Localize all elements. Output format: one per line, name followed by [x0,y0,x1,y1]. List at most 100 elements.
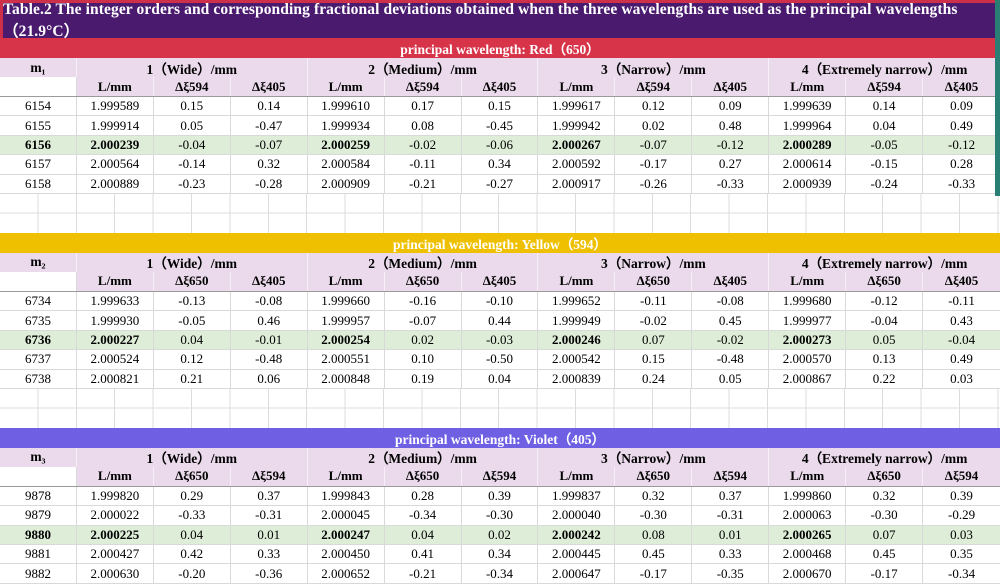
data-cell[interactable]: 2.000254 [307,330,385,351]
data-cell[interactable]: 0.04 [461,369,539,389]
data-cell[interactable]: 0.05 [153,116,231,136]
data-cell[interactable]: 2.000259 [307,135,385,156]
data-cell[interactable]: -0.48 [230,350,308,370]
data-cell[interactable]: -0.24 [846,174,924,194]
data-cell[interactable]: 2.000564 [76,155,154,175]
data-cell[interactable]: 0.39 [461,486,539,507]
order-cell[interactable]: 6154 [0,97,77,117]
data-cell[interactable]: 1.999860 [769,486,847,507]
data-cell[interactable]: 0.15 [461,97,539,117]
data-cell[interactable]: -0.17 [615,155,693,175]
data-cell[interactable]: 0.32 [230,155,308,175]
data-cell[interactable]: -0.45 [461,116,539,136]
data-cell[interactable]: 0.39 [923,486,1000,507]
data-cell[interactable]: 1.999652 [538,291,616,312]
data-cell[interactable]: 1.999843 [307,486,385,507]
data-cell[interactable]: -0.23 [153,174,231,194]
data-cell[interactable]: 0.48 [692,116,770,136]
data-cell[interactable]: 0.19 [384,369,462,389]
data-cell[interactable]: 1.999617 [538,97,616,117]
data-cell[interactable]: -0.31 [692,506,770,526]
order-cell[interactable]: 6158 [0,174,77,194]
data-cell[interactable]: 2.000227 [76,330,154,351]
data-cell[interactable]: 2.000289 [769,135,847,156]
order-cell[interactable]: 6734 [0,291,77,312]
data-cell[interactable]: 0.12 [615,97,693,117]
data-cell[interactable]: 2.000040 [538,506,616,526]
data-cell[interactable]: 2.000225 [76,525,154,546]
data-cell[interactable]: 2.000524 [76,350,154,370]
data-cell[interactable]: -0.01 [230,330,308,351]
data-cell[interactable]: -0.05 [153,311,231,331]
data-cell[interactable]: 0.08 [384,116,462,136]
data-cell[interactable]: 0.02 [461,525,539,546]
data-cell[interactable]: 1.999820 [76,486,154,507]
data-cell[interactable]: 0.03 [923,369,1000,389]
data-cell[interactable]: 2.000670 [769,564,847,584]
data-cell[interactable]: -0.08 [692,291,770,312]
data-cell[interactable]: 2.000652 [307,564,385,584]
data-cell[interactable]: 1.999680 [769,291,847,312]
data-cell[interactable]: 0.08 [615,525,693,546]
data-cell[interactable]: -0.11 [923,291,1000,312]
order-cell[interactable]: 6157 [0,155,77,175]
data-cell[interactable]: 2.000630 [76,564,154,584]
data-cell[interactable]: -0.15 [846,155,924,175]
data-cell[interactable]: -0.02 [384,135,462,156]
order-cell[interactable]: 9880 [0,525,77,546]
data-cell[interactable]: 1.999930 [76,311,154,331]
data-cell[interactable]: -0.14 [153,155,231,175]
data-cell[interactable]: -0.33 [153,506,231,526]
data-cell[interactable]: 2.000045 [307,506,385,526]
data-cell[interactable]: -0.12 [846,291,924,312]
data-cell[interactable]: -0.07 [615,135,693,156]
data-cell[interactable]: 0.14 [230,97,308,117]
data-cell[interactable]: -0.04 [923,330,1000,351]
data-cell[interactable]: 0.02 [615,116,693,136]
data-cell[interactable]: 0.45 [615,545,693,565]
data-cell[interactable]: 1.999949 [538,311,616,331]
data-cell[interactable]: 0.32 [615,486,693,507]
data-cell[interactable]: 0.07 [615,330,693,351]
data-cell[interactable]: 2.000445 [538,545,616,565]
data-cell[interactable]: 1.999660 [307,291,385,312]
data-cell[interactable]: 2.000939 [769,174,847,194]
data-cell[interactable]: -0.17 [846,564,924,584]
order-cell[interactable]: 6155 [0,116,77,136]
data-cell[interactable]: 0.49 [923,116,1000,136]
data-cell[interactable]: 0.12 [153,350,231,370]
data-cell[interactable]: 1.999914 [76,116,154,136]
data-cell[interactable]: 1.999957 [307,311,385,331]
data-cell[interactable]: 2.000570 [769,350,847,370]
data-cell[interactable]: 2.000909 [307,174,385,194]
data-cell[interactable]: 0.45 [846,545,924,565]
data-cell[interactable]: 2.000889 [76,174,154,194]
data-cell[interactable]: 0.04 [153,525,231,546]
data-cell[interactable]: 2.000592 [538,155,616,175]
data-cell[interactable]: -0.26 [615,174,693,194]
data-cell[interactable]: -0.36 [230,564,308,584]
data-cell[interactable]: 0.33 [230,545,308,565]
data-cell[interactable]: 2.000450 [307,545,385,565]
data-cell[interactable]: 0.04 [846,116,924,136]
data-cell[interactable]: 0.33 [692,545,770,565]
data-cell[interactable]: 2.000821 [76,369,154,389]
order-cell[interactable]: 6156 [0,135,77,156]
data-cell[interactable]: 2.000848 [307,369,385,389]
data-cell[interactable]: 0.28 [384,486,462,507]
data-cell[interactable]: -0.30 [461,506,539,526]
data-cell[interactable]: 0.03 [923,525,1000,546]
data-cell[interactable]: 2.000867 [769,369,847,389]
data-cell[interactable]: -0.28 [230,174,308,194]
data-cell[interactable]: 0.15 [615,350,693,370]
data-cell[interactable]: 0.02 [384,330,462,351]
data-cell[interactable]: 1.999639 [769,97,847,117]
data-cell[interactable]: 2.000584 [307,155,385,175]
data-cell[interactable]: -0.30 [615,506,693,526]
data-cell[interactable]: -0.10 [461,291,539,312]
data-cell[interactable]: -0.34 [923,564,1000,584]
data-cell[interactable]: 0.15 [153,97,231,117]
data-cell[interactable]: -0.11 [615,291,693,312]
data-cell[interactable]: 0.29 [153,486,231,507]
data-cell[interactable]: -0.34 [384,506,462,526]
